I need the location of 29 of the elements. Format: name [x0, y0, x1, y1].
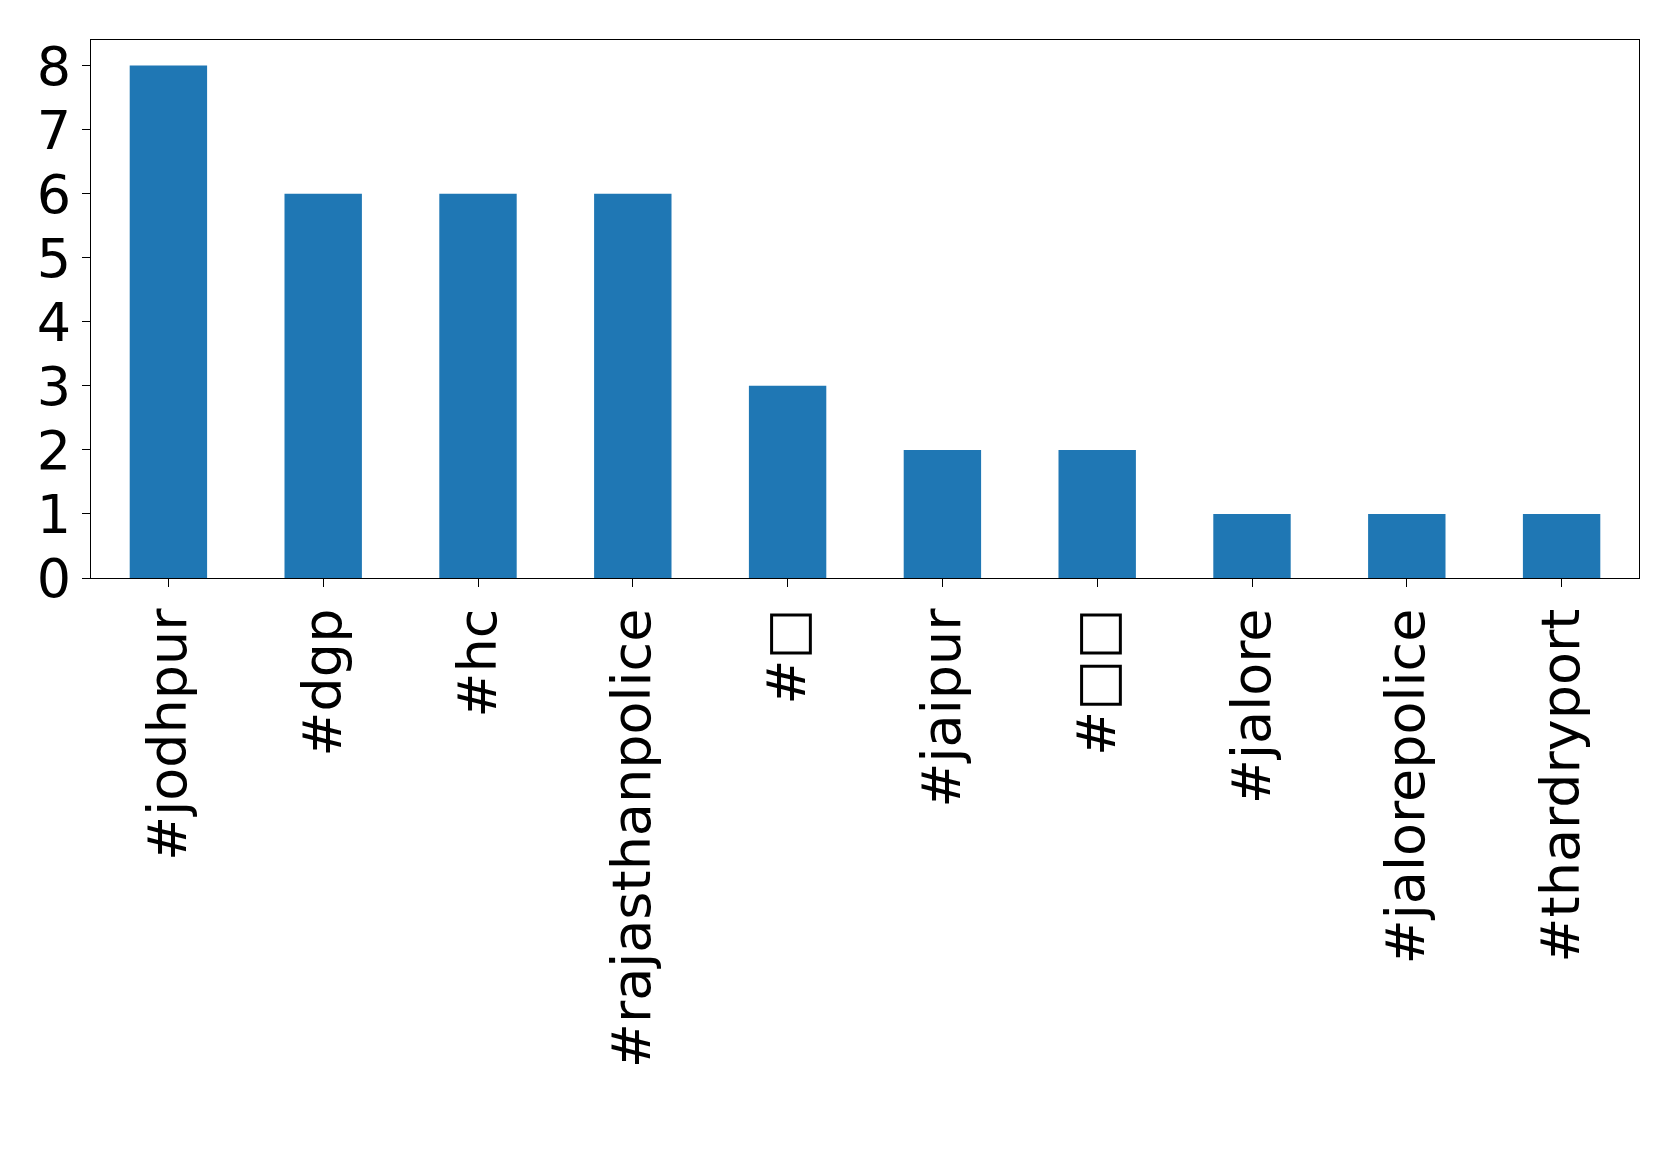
y-tick-label: 6 — [36, 162, 72, 226]
y-tick-label: 5 — [36, 226, 72, 290]
bar — [284, 193, 362, 578]
x-tick-label: #jalore — [1219, 608, 1283, 805]
x-tick-label: #jalorepolice — [1374, 608, 1438, 965]
y-tick-label: 3 — [36, 354, 72, 418]
bar — [748, 385, 827, 578]
bar — [1213, 513, 1291, 578]
y-tick-label: 4 — [36, 290, 72, 354]
x-tick-label: #rajasthanpolice — [600, 608, 664, 1069]
bar — [129, 65, 208, 578]
y-tick-label: 0 — [36, 546, 72, 610]
x-tick-label: #thardryport — [1529, 608, 1593, 963]
y-tick-label: 1 — [36, 482, 72, 546]
x-tick-label: #□□ — [1064, 608, 1128, 756]
y-tick-label: 7 — [36, 98, 72, 162]
bar — [1522, 513, 1601, 578]
bar — [594, 193, 672, 578]
bar — [903, 449, 982, 578]
y-tick-label: 8 — [36, 34, 72, 98]
y-tick-label: 2 — [36, 418, 72, 482]
x-tick-label: #jaipur — [909, 607, 973, 808]
bar — [1368, 513, 1446, 578]
x-tick-label: #dgp — [290, 608, 354, 757]
x-tick-label: #jodhpur — [135, 607, 199, 862]
bar — [439, 193, 517, 578]
bar — [1058, 449, 1136, 578]
x-tick-label: #hc — [445, 608, 509, 718]
x-tick-label: #□ — [755, 608, 819, 705]
